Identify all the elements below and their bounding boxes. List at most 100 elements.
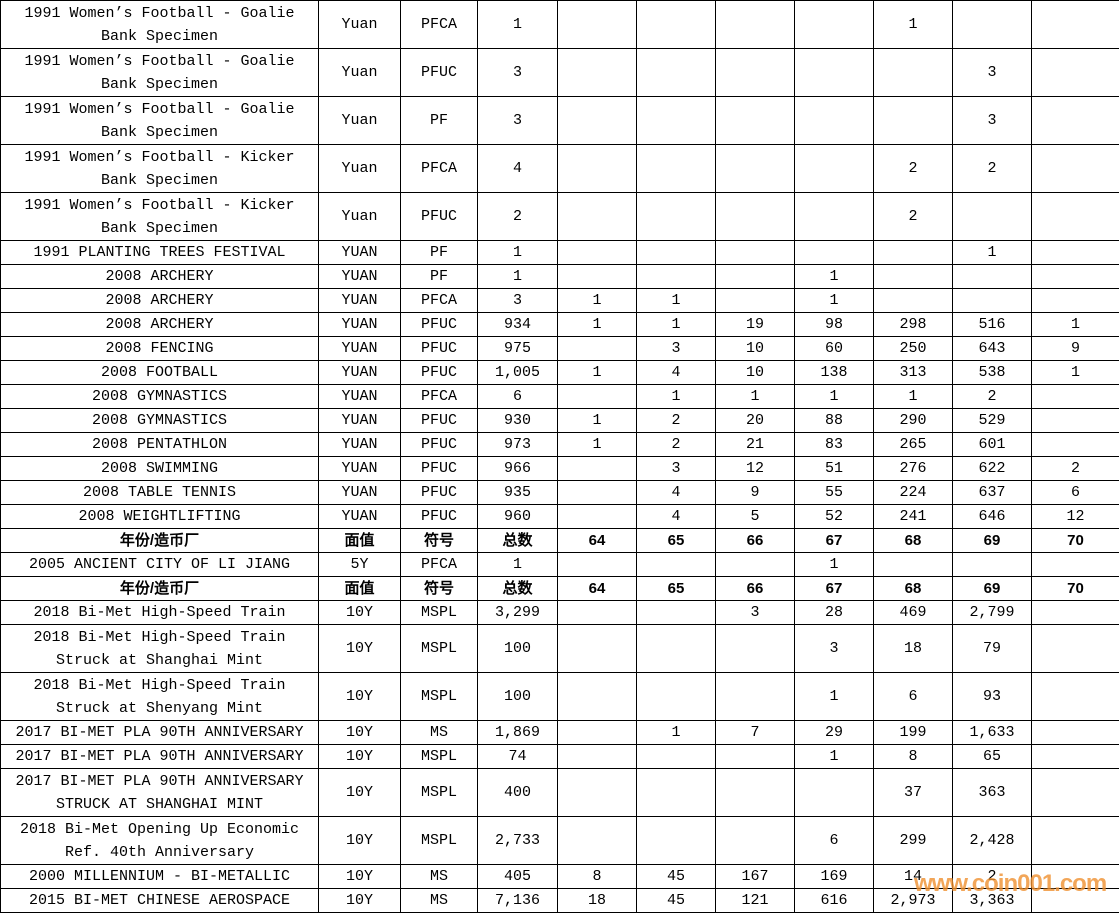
table-cell: PFUC <box>400 456 478 481</box>
table-cell: 1 <box>952 240 1032 265</box>
table-cell: 10Y <box>318 600 401 625</box>
column-header-cell: 65 <box>636 576 716 601</box>
column-header-cell: 68 <box>873 528 953 553</box>
table-cell: 3 <box>477 96 558 145</box>
table-cell: 1 <box>873 384 953 409</box>
table-cell: 2005 ANCIENT CITY OF LI JIANG <box>0 552 319 577</box>
table-cell: 3,363 <box>952 888 1032 913</box>
table-cell: 21 <box>715 432 795 457</box>
table-cell <box>1031 192 1119 241</box>
table-cell: 1 <box>794 288 874 313</box>
table-cell <box>557 456 637 481</box>
table-cell: 2 <box>636 432 716 457</box>
table-cell: 8 <box>557 864 637 889</box>
table-cell: 1 <box>636 288 716 313</box>
table-cell: 1 <box>557 312 637 337</box>
table-row: 2008 FENCING YUAN PFUC 975 3 10 60 250 643 9 <box>0 336 1119 361</box>
table-cell: YUAN <box>318 504 401 529</box>
table-cell: 6 <box>794 816 874 865</box>
table-cell: 516 <box>952 312 1032 337</box>
table-cell: 2 <box>1031 456 1119 481</box>
table-cell <box>1031 888 1119 913</box>
table-cell: YUAN <box>318 240 401 265</box>
table-cell <box>794 48 874 97</box>
table-cell: 100 <box>477 624 558 673</box>
table-cell: 10Y <box>318 672 401 721</box>
table-cell <box>636 744 716 769</box>
table-cell: 298 <box>873 312 953 337</box>
table-cell: 313 <box>873 360 953 385</box>
table-cell: 1 <box>477 552 558 577</box>
table-cell <box>873 48 953 97</box>
table-row: 1991 Women’s Football - Kicker Bank Spec… <box>0 144 1119 193</box>
table-row: 2008 WEIGHTLIFTING YUAN PFUC 960 4 5 52 241 646 1… <box>0 504 1119 529</box>
column-header-row: 年份/造币厂 面值 符号 总数 64 65 66 67 68 69 70 <box>0 576 1119 601</box>
table-cell: 45 <box>636 888 716 913</box>
table-cell <box>715 96 795 145</box>
table-cell: YUAN <box>318 360 401 385</box>
table-cell <box>873 264 953 289</box>
table-cell: 2,733 <box>477 816 558 865</box>
table-cell: 1 <box>477 240 558 265</box>
table-cell: 1991 Women’s Football - Goalie Bank Spec… <box>0 96 319 145</box>
table-cell <box>636 768 716 817</box>
table-cell <box>557 720 637 745</box>
table-row: 2017 BI-MET PLA 90TH ANNIVERSARY 10Y MSPL 7… <box>0 744 1119 769</box>
table-cell: 3 <box>952 48 1032 97</box>
table-cell: 265 <box>873 432 953 457</box>
table-cell <box>873 96 953 145</box>
table-cell: 224 <box>873 480 953 505</box>
table-cell <box>1031 264 1119 289</box>
table-cell: 2008 ARCHERY <box>0 288 319 313</box>
table-row: 2018 Bi-Met High-Speed Train 10Y MSPL 3,299… <box>0 600 1119 625</box>
table-cell <box>636 192 716 241</box>
table-cell <box>557 552 637 577</box>
table-cell: 2 <box>952 144 1032 193</box>
table-cell: 1 <box>794 672 874 721</box>
table-cell <box>873 240 953 265</box>
table-cell: YUAN <box>318 480 401 505</box>
table-cell <box>715 192 795 241</box>
table-cell: 2008 GYMNASTICS <box>0 408 319 433</box>
table-row: 2018 Bi-Met High-Speed Train Struck at S… <box>0 672 1119 721</box>
table-cell <box>636 0 716 49</box>
table-cell: 2008 PENTATHLON <box>0 432 319 457</box>
table-cell <box>557 144 637 193</box>
table-row: 2008 SWIMMING YUAN PFUC 966 3 12 51 276 622 2 <box>0 456 1119 481</box>
column-header-cell: 64 <box>557 528 637 553</box>
table-cell: Yuan <box>318 192 401 241</box>
table-cell: 2,973 <box>873 888 953 913</box>
table-cell: 2 <box>873 144 953 193</box>
table-cell: 93 <box>952 672 1032 721</box>
table-cell <box>557 744 637 769</box>
table-cell: 1 <box>557 408 637 433</box>
table-cell: 529 <box>952 408 1032 433</box>
table-cell <box>1031 600 1119 625</box>
table-cell: 2 <box>952 384 1032 409</box>
table-cell: 1 <box>873 0 953 49</box>
table-cell: 934 <box>477 312 558 337</box>
table-cell <box>557 192 637 241</box>
table-cell <box>1031 240 1119 265</box>
table-cell: YUAN <box>318 336 401 361</box>
table-cell: YUAN <box>318 288 401 313</box>
table-cell <box>636 672 716 721</box>
column-header-cell: 64 <box>557 576 637 601</box>
column-header-cell: 67 <box>794 528 874 553</box>
table-cell: 199 <box>873 720 953 745</box>
table-cell: PFCA <box>400 144 478 193</box>
table-cell: 52 <box>794 504 874 529</box>
table-cell: 1 <box>636 384 716 409</box>
table-cell: 363 <box>952 768 1032 817</box>
table-cell: 10Y <box>318 864 401 889</box>
table-row: 2008 ARCHERY YUAN PF 1 1 <box>0 264 1119 289</box>
table-cell <box>952 288 1032 313</box>
table-cell: 1 <box>794 384 874 409</box>
table-cell <box>794 240 874 265</box>
table-cell <box>557 96 637 145</box>
column-header-cell: 总数 <box>477 576 558 601</box>
column-header-cell: 符号 <box>400 528 478 553</box>
table-cell: 4 <box>636 480 716 505</box>
column-header-cell: 68 <box>873 576 953 601</box>
